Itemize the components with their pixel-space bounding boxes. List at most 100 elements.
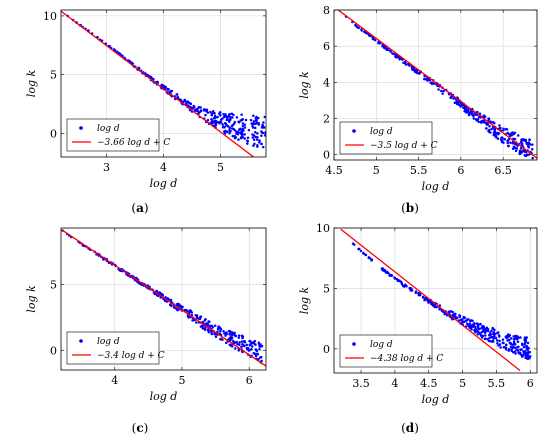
scatter-point [454,312,457,316]
scatter-point [433,305,437,309]
scatter-point [526,352,529,355]
scatter-point [404,63,408,66]
y-axis-label: log k [298,71,311,99]
scatter-point [462,106,465,110]
y-axis-label: log k [25,70,38,98]
scatter-point [195,314,199,317]
scatter-point [222,329,225,333]
scatter-point [202,327,205,330]
scatter-point [177,304,181,307]
scatter-point [440,89,443,93]
scatter-point [525,141,529,145]
scatter-point [502,128,505,132]
scatter-point [359,249,363,253]
scatter-point [458,313,461,317]
scatter-point [504,346,508,350]
scatter-point [248,343,252,347]
scatter-point [215,120,218,123]
scatter-point [476,322,479,326]
scatter-point [241,124,245,128]
scatter-point [351,242,355,245]
plot-frame [60,227,267,371]
scatter-point [240,113,243,116]
scatter-point [494,134,498,138]
scatter-point [497,344,500,347]
scatter-point [213,324,217,327]
scatter-point [507,132,511,136]
scatter-point [250,122,253,125]
scatter-point [498,124,501,127]
scatter-point [237,138,240,141]
scatter-point [480,336,484,339]
scatter-point [206,118,210,122]
scatter-point [522,345,526,349]
plot-frame [333,9,538,161]
fit-line [337,10,537,159]
scatter-point [219,329,222,333]
scatter-point [488,333,491,337]
scatter-point [243,123,247,126]
x-tick-label: 6 [457,164,464,177]
scatter-point [373,38,377,42]
scatter-point [364,253,367,257]
scatter-point [494,336,498,340]
scatter-point [157,291,161,294]
scatter-point [509,141,512,144]
scatter-point [261,123,264,127]
scatter-point [258,348,261,351]
scatter-point [508,341,512,344]
scatter-point [528,138,531,142]
scatter-point [241,342,244,346]
y-tick-label: 10 [43,10,57,23]
scatter-point [228,113,231,116]
scatter-point [516,134,520,137]
scatter-point [417,291,420,295]
panel-d: 3.5 4 4.5 5 5.5 6 0 5 10 log d log k log d −4.38 log… [298,222,538,435]
scatter-point [438,308,441,311]
scatter-point [493,328,496,332]
x-tick-label: 5 [178,374,185,387]
scatter-point [257,116,260,120]
legend: log d −3.4 log d + C [66,331,165,365]
scatter-point [493,334,496,338]
scatter-point [254,117,257,120]
scatter-point [422,295,425,299]
y-tick-label: 2 [323,112,330,125]
scatter-point [512,340,516,343]
scatter-point [504,128,508,131]
scatter-point [207,330,210,334]
scatter-point [456,100,459,104]
scatter-point [239,136,243,140]
scatter-point [237,336,241,339]
scatter-point [496,341,499,345]
scatter-point [490,329,493,333]
scatter-point [451,310,455,314]
panel-caption: (a) [131,201,148,215]
scatter-point [511,343,514,347]
legend-label-fit: −4.38 log d + C [370,354,443,364]
scatter-point [501,338,505,341]
scatter-point [232,341,236,344]
scatter-point [245,343,248,347]
scatter-point [467,324,471,328]
x-axis-label: log d [150,177,178,190]
scatter-point [486,123,490,126]
scatter-point [229,118,232,121]
scatter-point [254,119,258,122]
scatter-point [216,328,220,331]
scatter-point [244,118,248,122]
scatter-point [240,345,243,349]
scatter-point [228,120,231,123]
scatter-point [516,345,519,349]
scatter-point [204,113,207,117]
scatter-point [482,325,485,328]
scatter-point [484,334,487,337]
scatter-point [469,319,472,323]
scatter-point [514,352,517,355]
scatter-point [459,105,462,108]
scatter-point [502,141,505,144]
scatter-point [483,331,487,334]
scatter-point [224,334,227,337]
scatter-point [409,288,412,291]
scatter-point [199,315,202,318]
